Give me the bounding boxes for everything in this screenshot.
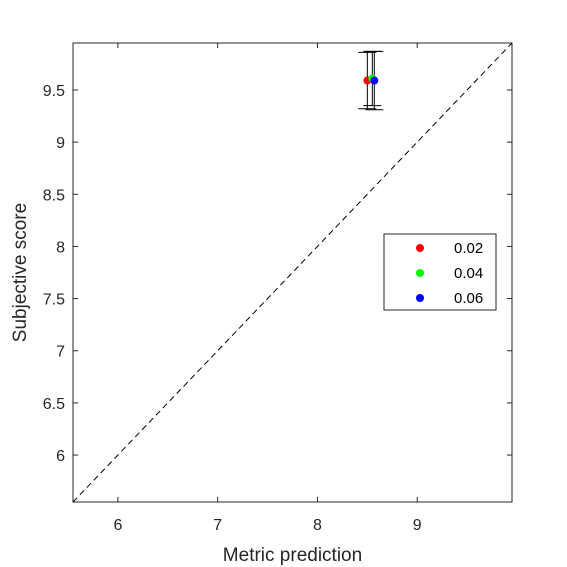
x-tick-label: 6 bbox=[113, 517, 122, 534]
x-axis-label: Metric prediction bbox=[223, 545, 362, 566]
legend-box bbox=[383, 233, 497, 311]
y-tick-label: 8.5 bbox=[43, 187, 65, 204]
legend-marker-0.02 bbox=[416, 244, 424, 252]
axis-ticks bbox=[73, 43, 512, 502]
y-tick-label: 7.5 bbox=[43, 292, 65, 309]
legend-marker-0.06 bbox=[416, 294, 424, 302]
y-tick-label: 7 bbox=[56, 344, 65, 361]
legend: 0.02 0.04 0.06 bbox=[383, 233, 497, 311]
legend-marker-0.04 bbox=[416, 269, 424, 277]
y-tick-label: 9.5 bbox=[43, 83, 65, 100]
axis-tick-labels: 6 7 8 9 6 6.5 7 7.5 8 8.5 9 9.5 bbox=[43, 83, 422, 534]
identity-reference-line bbox=[72, 42, 513, 503]
legend-label-0.02: 0.02 bbox=[454, 240, 483, 257]
legend-label-0.06: 0.06 bbox=[454, 290, 483, 307]
y-tick-label: 9 bbox=[56, 135, 65, 152]
y-tick-label: 8 bbox=[56, 239, 65, 256]
y-axis-label: Subjective score bbox=[10, 203, 31, 342]
data-point-0.06 bbox=[370, 76, 379, 85]
x-tick-label: 7 bbox=[213, 517, 222, 534]
x-tick-label: 8 bbox=[313, 517, 322, 534]
data-points bbox=[363, 74, 379, 85]
legend-label-0.04: 0.04 bbox=[454, 265, 483, 282]
x-tick-label: 9 bbox=[413, 517, 422, 534]
y-tick-label: 6 bbox=[56, 448, 65, 465]
y-tick-label: 6.5 bbox=[43, 396, 65, 413]
